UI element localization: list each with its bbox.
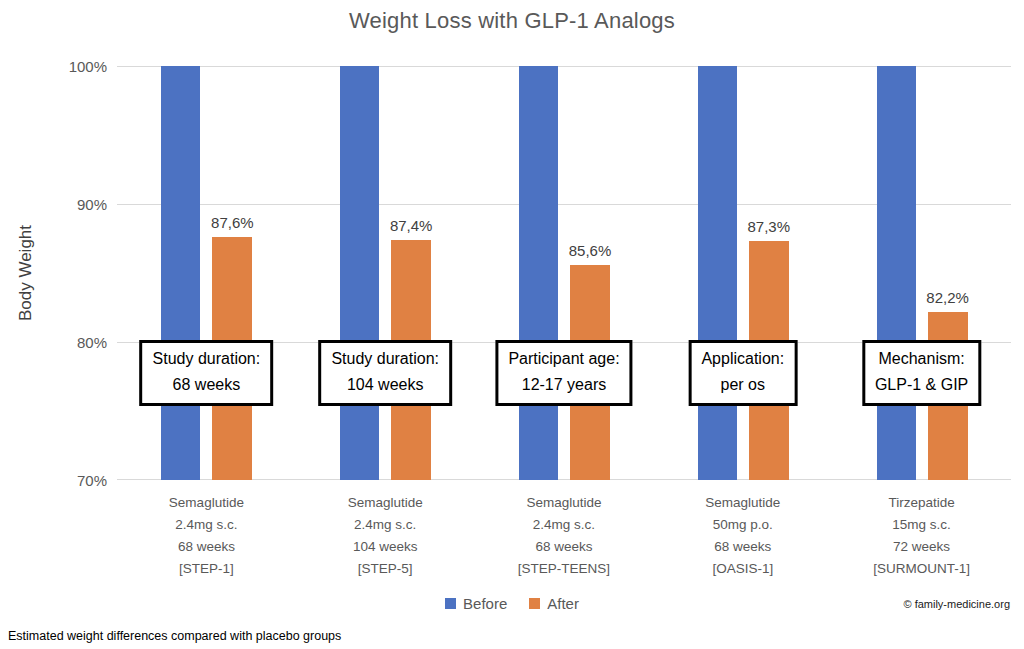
y-tick-label: 90% — [0, 196, 107, 213]
category-line: 15mg s.c. — [832, 514, 1011, 536]
bar-value-label: 87,6% — [211, 214, 254, 231]
annotation-line: Study duration: — [153, 346, 261, 372]
annotation-line: Study duration: — [331, 346, 439, 372]
category-label: Semaglutide2.4mg s.c.104 weeks[STEP-5] — [296, 492, 475, 580]
annotation-line: Application: — [701, 346, 784, 372]
category-line: [OASIS-1] — [653, 558, 832, 580]
annotation-box: Mechanism:GLP-1 & GIP — [862, 340, 981, 406]
legend: Before After — [0, 595, 1024, 612]
bar-value-label: 87,3% — [748, 218, 791, 235]
y-tick-label: 70% — [0, 472, 107, 489]
category-label: Semaglutide50mg p.o.68 weeks[OASIS-1] — [653, 492, 832, 580]
legend-item-after: After — [529, 595, 579, 612]
footnote-text: Estimated weight differences compared wi… — [8, 629, 341, 643]
annotation-line: Mechanism: — [875, 346, 968, 372]
category-line: 104 weeks — [296, 536, 475, 558]
chart-canvas: Weight Loss with GLP-1 Analogs Body Weig… — [0, 0, 1024, 649]
bar-value-label: 82,2% — [926, 289, 969, 306]
category-line: 72 weeks — [832, 536, 1011, 558]
annotation-box: Study duration:68 weeks — [140, 340, 274, 406]
bar-group: 87,4% Study duration:104 weeks — [296, 66, 475, 480]
category-label: Semaglutide2.4mg s.c.68 weeks[STEP-1] — [117, 492, 296, 580]
annotation-box: Participant age:12-17 years — [495, 340, 632, 406]
bar-before — [340, 66, 379, 480]
bar-group: 82,2% Mechanism:GLP-1 & GIP — [832, 66, 1011, 480]
category-line: [SURMOUNT-1] — [832, 558, 1011, 580]
legend-label: After — [547, 595, 579, 612]
legend-item-before: Before — [445, 595, 507, 612]
bar-value-label: 85,6% — [569, 242, 612, 259]
legend-swatch-icon — [445, 598, 456, 609]
y-tick-label: 80% — [0, 334, 107, 351]
bar-before — [519, 66, 558, 480]
annotation-box: Application:per os — [688, 340, 797, 406]
bar-before — [161, 66, 200, 480]
annotation-line: 104 weeks — [331, 372, 439, 398]
copyright-text: © family-medicine.org — [903, 598, 1010, 610]
bar-group: 87,3% Application:per os — [653, 66, 832, 480]
annotation-line: GLP-1 & GIP — [875, 372, 968, 398]
chart-title: Weight Loss with GLP-1 Analogs — [0, 8, 1024, 34]
plot-area: 87,6%Study duration:68 weeks87,4%Study d… — [117, 66, 1011, 480]
category-line: Tirzepatide — [832, 492, 1011, 514]
bar-before — [698, 66, 737, 480]
category-line: [STEP-1] — [117, 558, 296, 580]
category-line: 2.4mg s.c. — [475, 514, 654, 536]
bar-before — [877, 66, 916, 480]
category-line: Semaglutide — [296, 492, 475, 514]
legend-label: Before — [463, 595, 507, 612]
category-line: Semaglutide — [475, 492, 654, 514]
category-label: Tirzepatide15mg s.c.72 weeks[SURMOUNT-1] — [832, 492, 1011, 580]
bar-group: 87,6% Study duration:68 weeks — [117, 66, 296, 480]
category-line: Semaglutide — [117, 492, 296, 514]
x-axis-labels: Semaglutide2.4mg s.c.68 weeks[STEP-1]Sem… — [117, 492, 1011, 580]
bar-value-label: 87,4% — [390, 217, 433, 234]
y-tick-label: 100% — [0, 58, 107, 75]
category-line: [STEP-TEENS] — [475, 558, 654, 580]
annotation-line: Participant age: — [508, 346, 619, 372]
category-line: Semaglutide — [653, 492, 832, 514]
category-label: Semaglutide2.4mg s.c.68 weeks[STEP-TEENS… — [475, 492, 654, 580]
category-line: 68 weeks — [653, 536, 832, 558]
annotation-box: Study duration:104 weeks — [318, 340, 452, 406]
legend-swatch-icon — [529, 598, 540, 609]
category-line: 2.4mg s.c. — [117, 514, 296, 536]
category-line: 2.4mg s.c. — [296, 514, 475, 536]
category-line: [STEP-5] — [296, 558, 475, 580]
category-line: 68 weeks — [117, 536, 296, 558]
y-axis-title: Body Weight — [16, 225, 36, 321]
annotation-line: 68 weeks — [153, 372, 261, 398]
annotation-line: per os — [701, 372, 784, 398]
bar-group: 85,6% Participant age:12-17 years — [475, 66, 654, 480]
annotation-line: 12-17 years — [508, 372, 619, 398]
category-line: 68 weeks — [475, 536, 654, 558]
category-line: 50mg p.o. — [653, 514, 832, 536]
